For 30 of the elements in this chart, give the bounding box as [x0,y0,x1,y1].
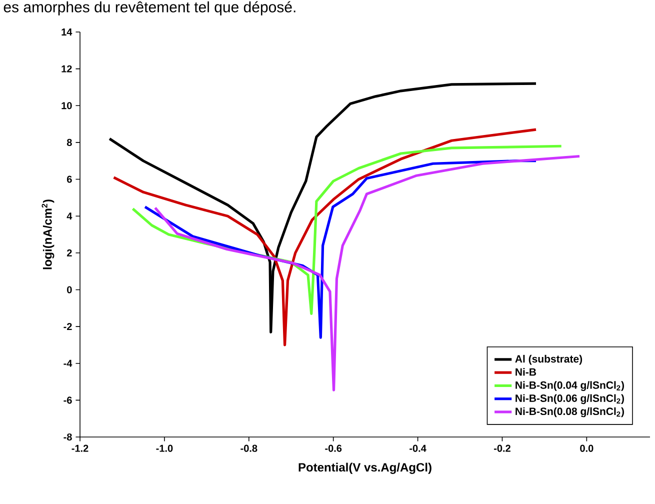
x-tick-label: -0.6 [325,444,342,452]
y-tick-label: -8 [64,433,72,441]
line-series [154,154,581,392]
legend-label: Ni-B [516,368,536,376]
x-tick-label: -0.8 [240,444,258,452]
x-tick-label: -0.2 [494,444,510,452]
x-axis-title: Potential(V vs.Ag/AgCl) [298,462,432,474]
y-tick-label: 0 [67,286,72,294]
y-tick-label: 14 [62,28,72,36]
y-tick-label: 6 [67,176,72,183]
y-tick-label: 4 [66,212,72,220]
x-tick-label: -1.0 [156,444,173,452]
text: es amorphes du revêtement tel que déposé. [4,1,296,16]
legend-label: Al (substrate) [515,354,582,365]
y-axis-title: logi(nA/cm$^{2}$) [42,200,54,270]
legend-label: Ni-B-Sn(0.08 g/lSnCl$_{2}$) [516,407,624,418]
x-tick-label: -1.2 [72,444,88,452]
x-tick-label: 0.0 [580,444,594,452]
legend-label: Ni-B-Sn(0.06 g/lSnCl$_{2}$) [516,394,624,404]
legend-label: Ni-B-Sn(0.04 g/lSnCl$_{2}$) [516,381,624,391]
y-tick-label: -6 [64,396,72,404]
y-tick-label: 10 [62,102,72,110]
y-tick-label: -2 [64,323,72,330]
line-series [108,82,538,334]
y-tick-label: 8 [66,138,72,146]
y-tick-label: 12 [62,65,72,72]
y-tick-label: -4 [64,360,72,367]
y-tick-label: 2 [66,249,72,256]
line-series [112,128,538,346]
x-tick-label: -0.4 [410,444,426,452]
